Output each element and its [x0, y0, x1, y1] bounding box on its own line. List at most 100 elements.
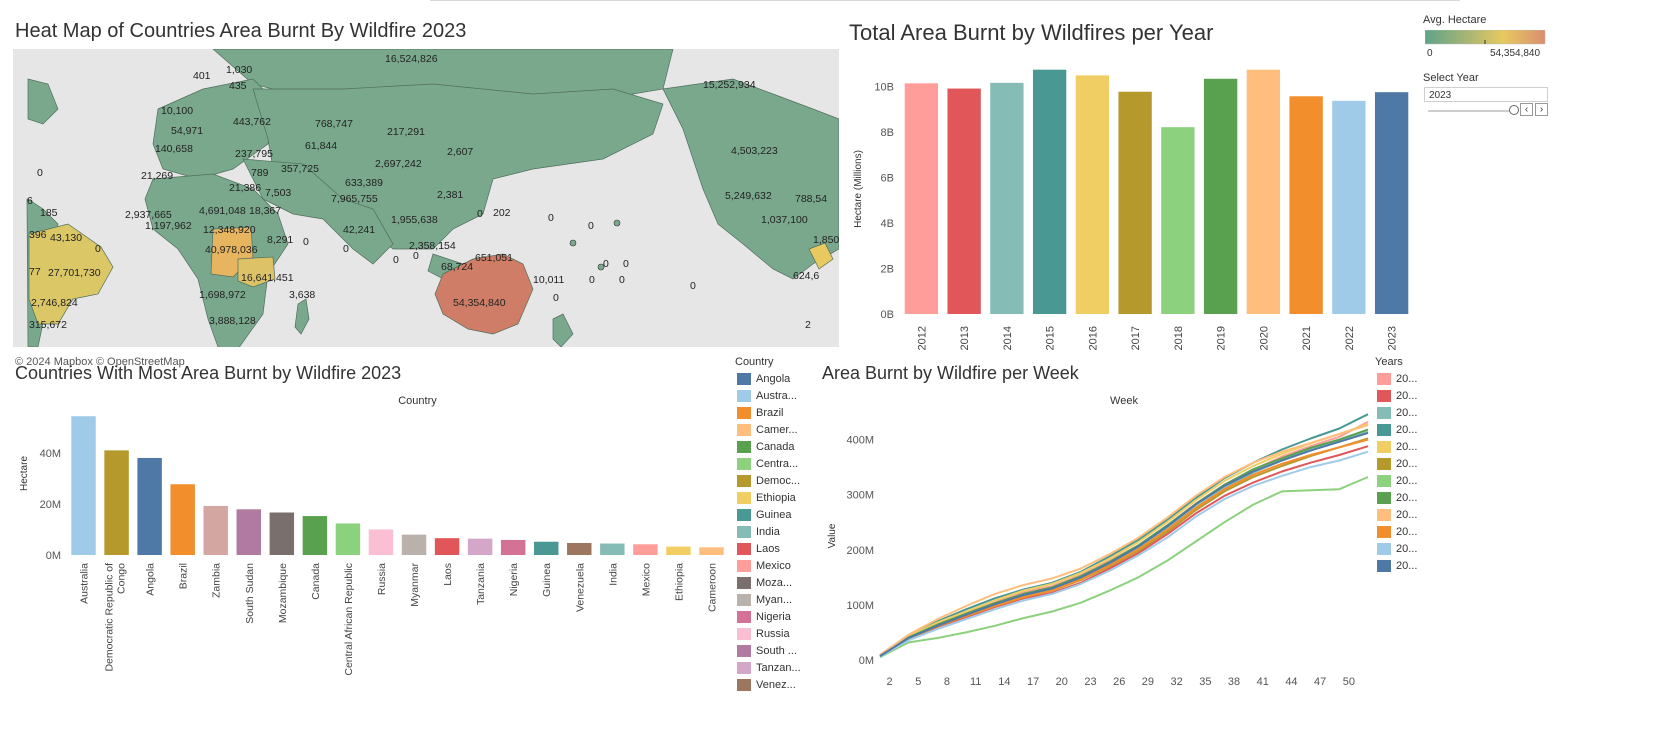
map-value-label: 3,888,128: [209, 315, 256, 327]
country-chart[interactable]: Country Hectare 0M 20M 40M Australia Democrati…: [10, 390, 730, 680]
country-bar[interactable]: [600, 543, 625, 555]
yearly-bar[interactable]: [1289, 96, 1323, 314]
legend-item[interactable]: 20...: [1377, 491, 1417, 507]
year-slider-thumb[interactable]: [1509, 105, 1519, 115]
weekly-series-line[interactable]: [879, 450, 1369, 658]
legend-item[interactable]: India: [737, 525, 780, 541]
year-next-button[interactable]: ›: [1535, 103, 1548, 116]
map-value-label: 1,850,: [813, 234, 839, 246]
legend-item[interactable]: Russia: [737, 627, 790, 643]
legend-item[interactable]: 20...: [1377, 406, 1417, 422]
legend-item[interactable]: Moza...: [737, 576, 792, 592]
legend-item[interactable]: Ethiopia: [737, 491, 796, 507]
yearly-bar[interactable]: [1374, 92, 1409, 314]
weekly-chart[interactable]: Week Value 0M 100M 200M 300M 400M 2 5 8 11 14 17 20 23…: [820, 390, 1375, 690]
legend-item[interactable]: 20...: [1377, 525, 1417, 541]
legend-item[interactable]: South ...: [737, 644, 797, 660]
yearly-chart-title: Total Area Burnt by Wildfires per Year: [849, 20, 1214, 45]
legend-item[interactable]: Laos: [737, 542, 780, 558]
legend-item[interactable]: Canada: [737, 440, 795, 456]
weekly-series-line[interactable]: [879, 423, 1369, 657]
legend-item[interactable]: 20...: [1377, 474, 1417, 490]
country-bar[interactable]: [236, 509, 262, 555]
country-bar[interactable]: [434, 538, 460, 555]
yearly-bar[interactable]: [947, 88, 981, 314]
map-australia[interactable]: [434, 253, 534, 335]
legend-item[interactable]: 20...: [1377, 372, 1417, 388]
map-value-label: 40,978,036: [205, 244, 258, 256]
yearly-bar[interactable]: [1161, 127, 1195, 314]
country-bar[interactable]: [500, 539, 526, 555]
legend-swatch: [737, 407, 751, 420]
country-bar[interactable]: [104, 450, 129, 555]
yearly-chart[interactable]: Hectare (Millions) 0B 2B 4B 6B 8B 10B 2012 2013 2…: [845, 50, 1415, 350]
country-bar[interactable]: [335, 523, 361, 555]
year-prev-button[interactable]: ‹: [1520, 103, 1533, 116]
legend-item[interactable]: Venez...: [737, 678, 796, 694]
map-angola[interactable]: [237, 256, 276, 288]
yearly-ytick: 10B: [874, 82, 894, 94]
legend-label: Moza...: [756, 577, 793, 589]
legend-swatch: [1377, 458, 1391, 471]
map-value-label: 1,698,972: [199, 289, 246, 301]
country-bar[interactable]: [137, 457, 162, 555]
legend-item[interactable]: Centra...: [737, 457, 798, 473]
legend-item[interactable]: Guinea: [737, 508, 791, 524]
yearly-ylabel: Hectare (Millions): [853, 150, 864, 228]
map-zero-label: 0: [303, 236, 309, 248]
country-bar[interactable]: [533, 541, 559, 555]
map-brazil[interactable]: [28, 223, 114, 325]
yearly-bar[interactable]: [1332, 100, 1366, 314]
legend-item[interactable]: 20...: [1377, 542, 1417, 558]
legend-swatch: [737, 492, 751, 505]
legend-item[interactable]: Mexico: [737, 559, 791, 575]
map-value-label: 54,971: [171, 125, 203, 137]
weekly-series-line[interactable]: [879, 424, 1369, 656]
country-bar[interactable]: [170, 484, 195, 555]
legend-item[interactable]: 20...: [1377, 389, 1417, 405]
yearly-bar[interactable]: [1118, 91, 1152, 315]
yearly-bar[interactable]: [990, 82, 1024, 314]
country-bar[interactable]: [401, 534, 427, 555]
weekly-series-line[interactable]: [879, 476, 1369, 659]
legend-item[interactable]: Nigeria: [737, 610, 791, 626]
year-slider-track[interactable]: [1428, 110, 1518, 112]
legend-item[interactable]: Camer...: [737, 423, 798, 439]
yearly-bar[interactable]: [1032, 69, 1067, 314]
legend-item[interactable]: 20...: [1377, 559, 1417, 575]
legend-swatch: [1377, 407, 1391, 420]
weekly-series-line[interactable]: [879, 413, 1369, 656]
legend-item[interactable]: 20...: [1377, 508, 1417, 524]
legend-item[interactable]: 20...: [1377, 440, 1417, 456]
country-bar[interactable]: [633, 544, 658, 555]
country-bar[interactable]: [567, 542, 592, 555]
country-bar[interactable]: [269, 512, 295, 555]
weekly-xtick: 41: [1257, 676, 1269, 688]
country-bar[interactable]: [368, 529, 394, 555]
weekly-series-line[interactable]: [879, 431, 1369, 657]
weekly-xtick: 47: [1314, 676, 1326, 688]
yearly-bar[interactable]: [904, 83, 939, 314]
legend-item[interactable]: 20...: [1377, 457, 1417, 473]
country-bar[interactable]: [203, 505, 228, 555]
legend-item[interactable]: Democ...: [737, 474, 800, 490]
year-select[interactable]: 2023: [1424, 87, 1548, 102]
weekly-ytick: 400M: [846, 435, 874, 447]
legend-item[interactable]: 20...: [1377, 423, 1417, 439]
yearly-bar[interactable]: [1246, 69, 1281, 314]
country-bar[interactable]: [71, 416, 96, 555]
legend-item[interactable]: Brazil: [737, 406, 784, 422]
country-bar[interactable]: [699, 547, 724, 555]
map-mexico[interactable]: [808, 242, 834, 270]
yearly-bar[interactable]: [1203, 78, 1238, 314]
legend-item[interactable]: Austra...: [737, 389, 797, 405]
heatmap-map[interactable]: 16,524,826 15,252,934 1,030 401 435 10,100 54,…: [13, 49, 839, 347]
legend-item[interactable]: Tanzan...: [737, 661, 801, 677]
legend-swatch: [737, 577, 751, 590]
legend-item[interactable]: Angola: [737, 372, 790, 388]
country-bar[interactable]: [467, 538, 493, 555]
country-bar[interactable]: [666, 546, 691, 555]
country-bar[interactable]: [302, 516, 328, 555]
legend-item[interactable]: Myan...: [737, 593, 792, 609]
yearly-bar[interactable]: [1075, 75, 1110, 314]
